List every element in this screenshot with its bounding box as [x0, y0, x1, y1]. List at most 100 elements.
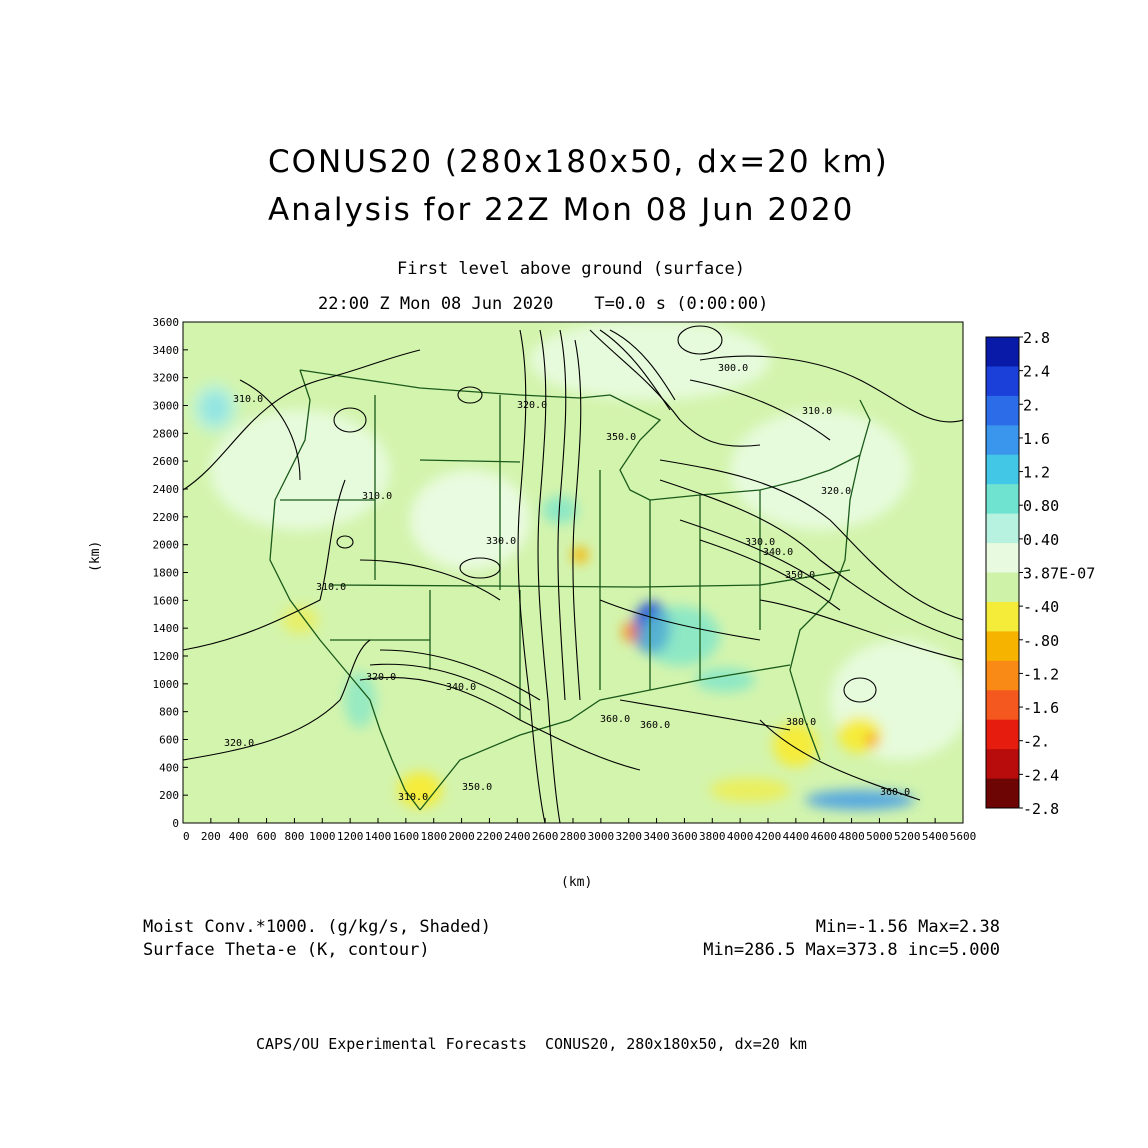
colorbar-label: 0.80 [1023, 497, 1059, 515]
y-tick-label: 2000 [153, 539, 180, 552]
colorbar-swatch [986, 454, 1019, 485]
colorbar-label: -2.4 [1023, 766, 1059, 784]
y-tick-label: 2400 [153, 483, 180, 496]
colorbar-swatch [986, 572, 1019, 603]
contour-label: 320.0 [224, 738, 254, 749]
x-tick-label: 2400 [504, 830, 531, 843]
contour-label: 350.0 [785, 570, 815, 581]
colorbar-swatch [986, 719, 1019, 750]
x-tick-label: 1200 [337, 830, 364, 843]
colorbar-swatch [986, 484, 1019, 515]
x-tick-label: 1000 [309, 830, 336, 843]
colorbar-label: 2. [1023, 396, 1041, 414]
y-axis-label: (km) [88, 540, 103, 572]
y-tick-label: 3000 [153, 400, 180, 413]
contour-label-group: 300.0 310.0 310.0 320.0 350.0 310.0 320.0 330.0… [224, 363, 910, 803]
y-tick-label: 200 [159, 789, 179, 802]
colorbar-label: 0.40 [1023, 531, 1059, 549]
contour-label: 330.0 [745, 537, 775, 548]
colorbar-swatch [986, 425, 1019, 456]
x-tick-label: 3400 [643, 830, 670, 843]
contour-label: 350.0 [606, 432, 636, 443]
credit-line: CAPS/OU Experimental Forecasts CONUS20, … [256, 1035, 807, 1053]
x-tick-label: 4400 [783, 830, 810, 843]
contour-label: 350.0 [462, 782, 492, 793]
contour-label: 320.0 [517, 400, 547, 411]
y-tick-label: 3200 [153, 372, 180, 385]
colorbar-label: -2. [1023, 733, 1050, 751]
x-tick-label: 600 [257, 830, 277, 843]
colorbar-label: 3.87E-07 [1023, 565, 1095, 583]
colorbar-swatch [986, 337, 1019, 367]
x-tick-label: 3800 [699, 830, 726, 843]
time-label: 22:00 Z Mon 08 Jun 2020 T=0.0 s (0:00:00… [318, 294, 769, 314]
y-tick-label: 3400 [153, 344, 180, 357]
y-tick-label: 3600 [153, 316, 180, 329]
contour-label: 380.0 [786, 717, 816, 728]
x-tick-label: 1600 [393, 830, 420, 843]
colorbar-label: 2.8 [1023, 329, 1050, 347]
contour-label: 360.0 [880, 787, 910, 798]
contour-label: 360.0 [640, 720, 670, 731]
colorbar-swatch [986, 366, 1019, 397]
y-tick-label: 0 [172, 817, 179, 830]
x-tick-label: 4000 [727, 830, 754, 843]
contour-label: 310.0 [398, 792, 428, 803]
y-tick-label: 600 [159, 734, 179, 747]
plot-title-line2: Analysis for 22Z Mon 08 Jun 2020 [268, 192, 855, 228]
x-tick-label: 2000 [448, 830, 475, 843]
theta-e-contours [183, 325, 963, 823]
plot-title-line1: CONUS20 (280x180x50, dx=20 km) [268, 144, 889, 180]
shaded-field-name: Moist Conv.*1000. (g/kg/s, Shaded) [143, 917, 491, 937]
contour-label: 320.0 [366, 672, 396, 683]
x-tick-label: 4800 [838, 830, 865, 843]
contour-label: 320.0 [821, 486, 851, 497]
x-tick-label: 5000 [866, 830, 893, 843]
y-tick-label: 1000 [153, 678, 180, 691]
contour-field-name: Surface Theta-e (K, contour) [143, 940, 430, 960]
x-tick-label: 3200 [615, 830, 642, 843]
y-tick-label: 1600 [153, 594, 180, 607]
x-axis-label: (km) [561, 875, 593, 890]
colorbar-swatch [986, 631, 1019, 662]
x-tick-label: 800 [284, 830, 304, 843]
x-tick-label: 4600 [810, 830, 837, 843]
colorbar-label: -2.8 [1023, 800, 1059, 818]
y-tick-label: 2600 [153, 455, 180, 468]
colorbar-label: -1.2 [1023, 665, 1059, 683]
colorbar-swatch [986, 513, 1019, 544]
x-tick-label: 400 [229, 830, 249, 843]
colorbar-swatch [986, 749, 1019, 780]
y-axis: 0 200 400 600 800 1000 1200 1400 1600 1800 2000 220… [153, 316, 188, 830]
x-axis: 0 200 400 600 800 1000 1200 1400 1600 1800 2000 220… [182, 818, 977, 843]
x-tick-label: 3600 [671, 830, 698, 843]
contour-label: 340.0 [763, 547, 793, 558]
shaded-field-stats: Min=-1.56 Max=2.38 [815, 917, 1000, 937]
colorbar-label: -1.6 [1023, 699, 1059, 717]
colorbar-swatch [986, 543, 1019, 573]
colorbar-label: 1.2 [1023, 464, 1050, 482]
shaded-field [183, 322, 963, 823]
x-tick-label: 5600 [950, 830, 977, 843]
level-label: First level above ground (surface) [397, 259, 745, 279]
colorbar: 2.8 2.4 2. 1.6 1.2 0.80 0.40 3.87E-07 -.40 -.80 -1… [985, 329, 1095, 818]
y-tick-label: 1800 [153, 567, 180, 580]
colorbar-label: -.40 [1023, 598, 1059, 616]
x-tick-label: 3000 [588, 830, 615, 843]
x-tick-label: 2800 [560, 830, 587, 843]
contour-label: 300.0 [718, 363, 748, 374]
colorbar-swatch [986, 660, 1019, 691]
colorbar-swatch [986, 395, 1019, 426]
colorbar-swatch [986, 601, 1019, 632]
x-tick-label: 4200 [755, 830, 782, 843]
contour-label: 340.0 [446, 682, 476, 693]
contour-field-stats: Min=286.5 Max=373.8 inc=5.000 [703, 940, 1000, 960]
x-tick-label: 0 [183, 830, 190, 843]
colorbar-swatch [986, 778, 1019, 809]
contour-label: 310.0 [802, 406, 832, 417]
contour-label: 360.0 [600, 714, 630, 725]
x-tick-label: 200 [201, 830, 221, 843]
y-tick-label: 1400 [153, 622, 180, 635]
colorbar-label: -.80 [1023, 632, 1059, 650]
